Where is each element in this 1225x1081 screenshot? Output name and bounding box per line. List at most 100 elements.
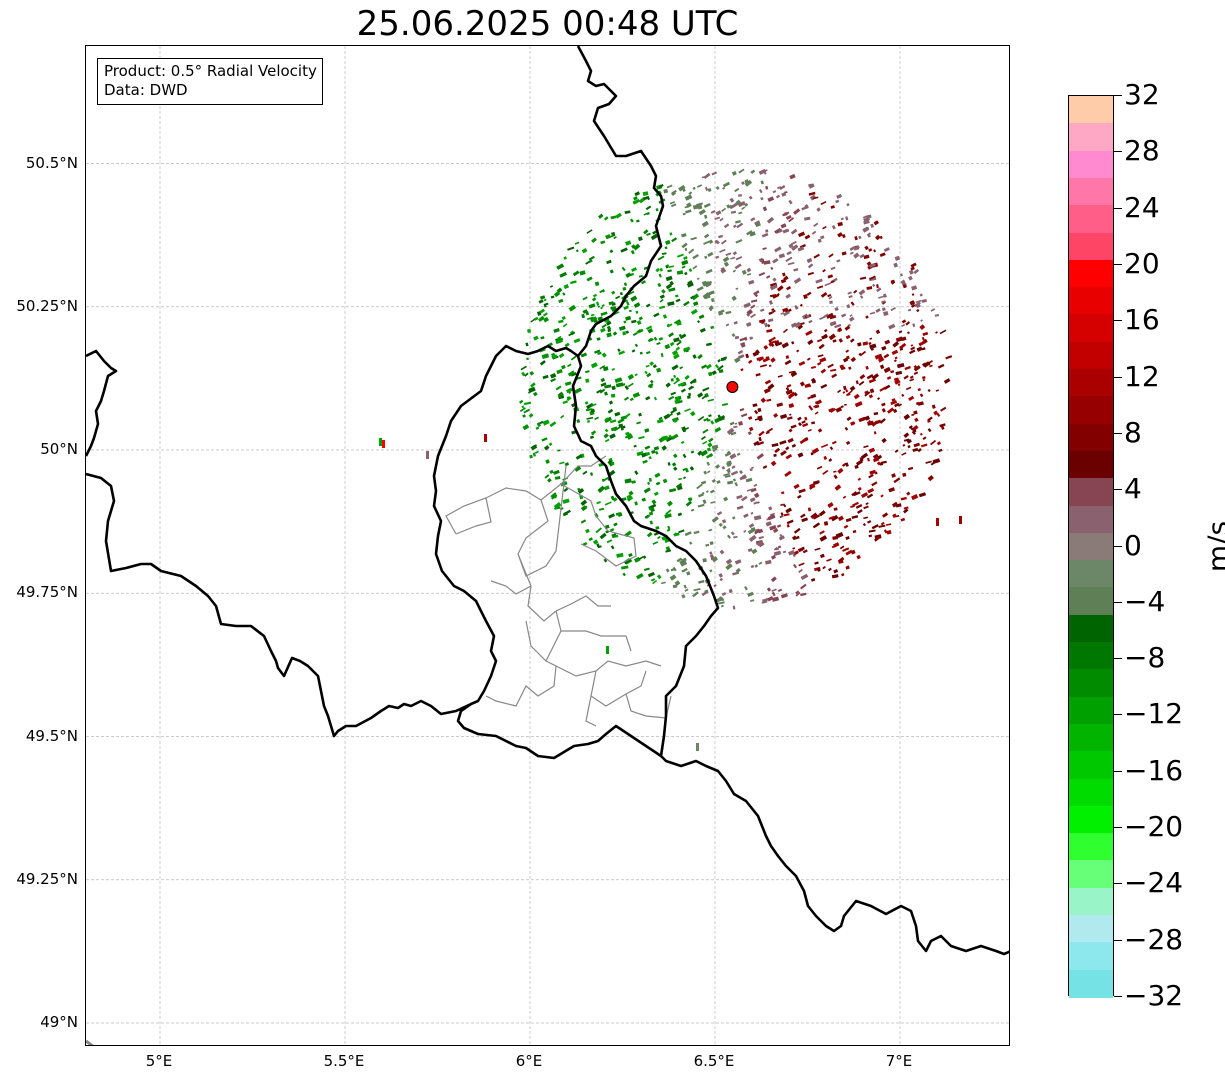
velocity-echo <box>615 212 622 219</box>
velocity-echo <box>379 438 382 446</box>
velocity-echo <box>796 349 800 353</box>
velocity-echo <box>886 376 892 380</box>
velocity-echo <box>846 304 851 309</box>
velocity-echo <box>883 366 891 374</box>
colorbar-segment <box>1069 396 1113 425</box>
lon-tick-label: 5.5°E <box>323 1052 365 1070</box>
velocity-echo <box>539 360 546 366</box>
velocity-echo <box>625 315 632 321</box>
velocity-echo <box>670 191 677 196</box>
velocity-echo <box>561 316 566 321</box>
velocity-echo <box>616 552 624 558</box>
velocity-echo <box>709 569 713 573</box>
velocity-echo <box>872 457 880 463</box>
velocity-echo <box>661 435 669 441</box>
colorbar-segment <box>1069 642 1113 670</box>
velocity-echo <box>732 224 737 228</box>
radar-map[interactable] <box>85 45 1010 1046</box>
velocity-echo <box>647 571 655 578</box>
velocity-echo <box>822 269 826 273</box>
velocity-echo <box>696 483 703 490</box>
velocity-echo <box>842 391 846 394</box>
velocity-echo <box>677 400 683 404</box>
velocity-echo <box>798 361 806 367</box>
velocity-echo <box>778 253 785 259</box>
velocity-echo <box>635 310 639 314</box>
velocity-echo <box>634 470 639 475</box>
velocity-echo <box>558 319 564 324</box>
velocity-echo <box>853 252 860 259</box>
velocity-echo <box>604 428 609 433</box>
radar-site-marker[interactable] <box>726 380 739 393</box>
colorbar-tick-label: −12 <box>1124 697 1184 731</box>
velocity-echo <box>707 251 714 258</box>
velocity-echo <box>793 268 799 272</box>
velocity-echo <box>801 517 809 523</box>
velocity-echo <box>868 248 873 252</box>
velocity-echo <box>853 491 861 497</box>
velocity-echo <box>827 274 834 279</box>
velocity-echo <box>902 443 906 447</box>
velocity-echo <box>868 474 874 479</box>
velocity-echo <box>718 311 724 316</box>
velocity-echo <box>681 265 686 269</box>
colorbar-tick <box>1114 151 1122 153</box>
velocity-echo <box>837 556 845 563</box>
velocity-echo <box>799 438 807 445</box>
velocity-echo <box>590 403 597 407</box>
velocity-echo <box>684 374 690 380</box>
velocity-echo <box>529 370 535 376</box>
velocity-echo <box>817 361 822 366</box>
velocity-echo <box>768 311 773 315</box>
velocity-echo <box>773 550 782 556</box>
velocity-echo <box>730 210 737 214</box>
velocity-echo <box>828 333 836 341</box>
velocity-echo <box>721 207 727 212</box>
velocity-echo <box>790 424 797 429</box>
velocity-echo <box>817 354 824 358</box>
velocity-echo <box>777 588 783 592</box>
velocity-echo <box>916 304 921 309</box>
velocity-echo <box>891 349 899 356</box>
velocity-echo <box>631 244 636 249</box>
velocity-echo <box>894 356 898 360</box>
velocity-echo <box>793 483 800 490</box>
velocity-echo <box>733 535 738 539</box>
velocity-echo <box>762 465 768 469</box>
velocity-echo <box>704 255 708 259</box>
velocity-echo <box>794 321 802 328</box>
velocity-echo <box>879 235 883 240</box>
colorbar-tick <box>1114 489 1122 491</box>
velocity-echo <box>542 312 548 317</box>
velocity-echo <box>729 453 737 460</box>
velocity-echo <box>619 292 623 296</box>
velocity-echo <box>681 569 686 573</box>
velocity-echo <box>646 531 653 538</box>
velocity-echo <box>756 356 764 361</box>
velocity-echo <box>523 408 531 414</box>
lat-tick-label: 49.25°N <box>16 869 78 888</box>
velocity-echo <box>671 462 677 467</box>
velocity-echo <box>765 275 771 279</box>
velocity-echo <box>885 523 892 526</box>
velocity-echo <box>543 445 550 451</box>
velocity-echo <box>623 305 629 311</box>
velocity-echo <box>920 319 923 322</box>
velocity-echo <box>566 387 573 394</box>
velocity-echo <box>725 310 732 315</box>
velocity-echo <box>683 584 687 589</box>
velocity-echo <box>745 321 752 327</box>
velocity-echo <box>669 201 676 205</box>
velocity-echo <box>865 315 869 319</box>
velocity-echo <box>684 205 689 209</box>
velocity-echo <box>870 347 875 351</box>
velocity-echo <box>566 396 572 402</box>
velocity-echo <box>585 378 590 383</box>
velocity-echo <box>707 398 715 402</box>
velocity-echo <box>734 559 742 565</box>
velocity-echo <box>541 353 550 359</box>
velocity-echo <box>668 287 676 292</box>
velocity-echo <box>645 205 652 211</box>
velocity-echo <box>580 519 587 524</box>
velocity-echo <box>730 202 738 209</box>
